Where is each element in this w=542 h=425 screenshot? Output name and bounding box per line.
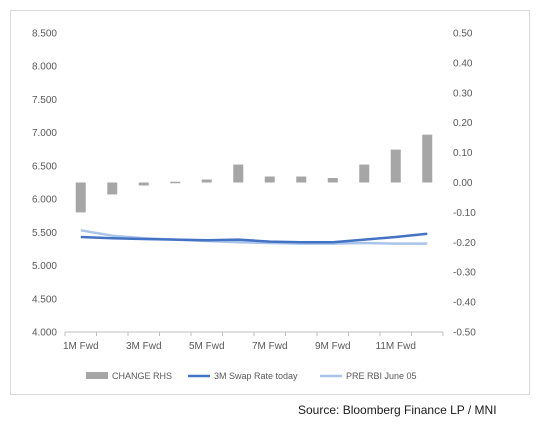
x-tick-label: 5M Fwd: [189, 341, 225, 352]
change-bar: [233, 164, 244, 183]
left-tick-label: 4.500: [32, 294, 57, 305]
right-tick-label: -0.50: [453, 328, 476, 339]
left-tick-label: 7.500: [32, 95, 57, 106]
right-tick-label: -0.40: [453, 298, 476, 309]
legend-swatch-bar: [86, 372, 108, 379]
x-tick-label: 11M Fwd: [376, 341, 416, 352]
left-tick-label: 8.000: [32, 62, 57, 73]
source-caption: Source: Bloomberg Finance LP / MNI: [298, 403, 497, 417]
left-tick-label: 5.000: [32, 261, 57, 272]
change-bar: [201, 179, 212, 183]
chart-frame: [10, 10, 530, 395]
legend-label: CHANGE RHS: [112, 371, 172, 381]
legend-label: 3M Swap Rate today: [214, 371, 298, 381]
right-tick-label: 0.10: [453, 148, 473, 159]
x-tick-label: 9M Fwd: [315, 341, 351, 352]
change-bar: [422, 134, 433, 183]
change-bar: [264, 176, 275, 183]
right-tick-label: 0.20: [453, 118, 473, 129]
x-tick-label: 3M Fwd: [126, 341, 162, 352]
left-tick-label: 8.500: [32, 29, 57, 40]
left-tick-label: 5.500: [32, 228, 57, 239]
right-tick-label: -0.10: [453, 208, 476, 219]
change-bar: [75, 182, 86, 213]
change-bar: [138, 182, 149, 186]
change-bar: [359, 164, 370, 183]
x-tick-label: 1M Fwd: [63, 341, 99, 352]
right-tick-label: 0.50: [453, 29, 473, 40]
left-tick-label: 6.500: [32, 161, 57, 172]
right-tick-label: 0.30: [453, 88, 473, 99]
3m-swap-rate-today-line: [80, 232, 428, 244]
left-tick-label: 7.000: [32, 128, 57, 139]
legend-label: PRE RBI June 05: [346, 371, 417, 381]
left-tick-label: 6.000: [32, 195, 57, 206]
right-tick-label: 0.40: [453, 58, 473, 69]
change-bar: [327, 178, 338, 183]
change-bar: [390, 149, 401, 183]
change-bar: [170, 181, 181, 184]
right-tick-label: -0.30: [453, 268, 476, 279]
change-bar: [296, 176, 307, 183]
left-tick-label: 4.000: [32, 328, 57, 339]
x-tick-label: 7M Fwd: [252, 341, 288, 352]
change-bar: [107, 182, 118, 195]
right-tick-label: 0.00: [453, 178, 473, 189]
right-tick-label: -0.20: [453, 238, 476, 249]
